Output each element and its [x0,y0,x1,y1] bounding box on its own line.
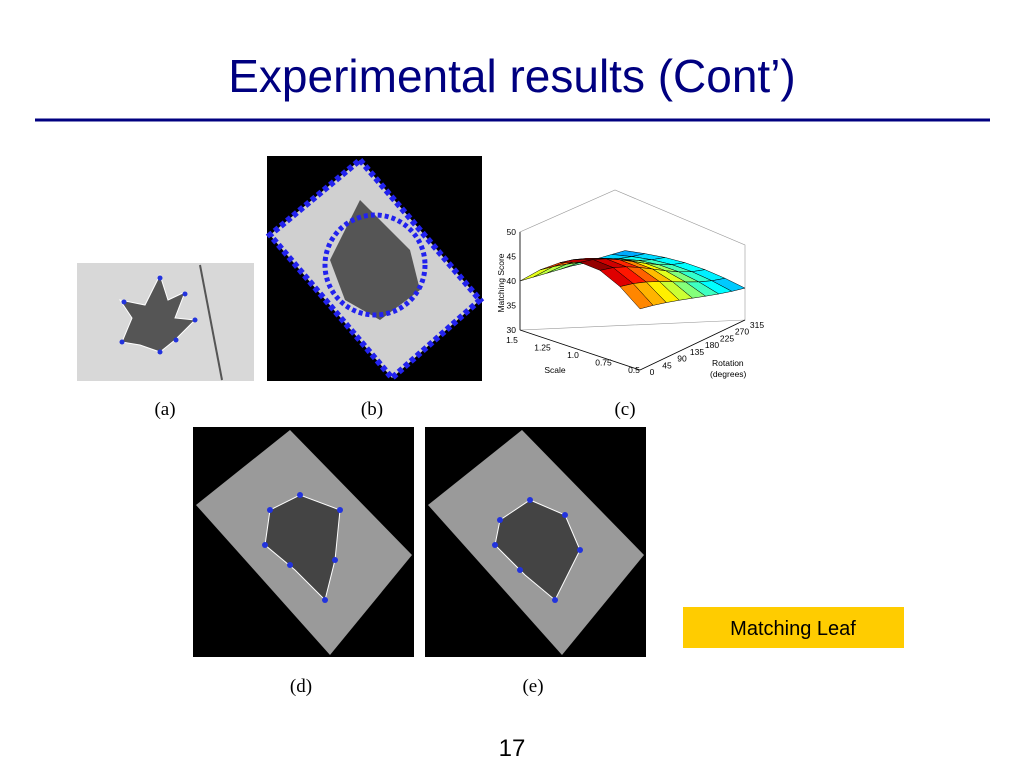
y-tick-label: 0 [650,367,655,377]
x-tick-label: 1.5 [506,335,518,345]
y-label: Rotation [712,358,744,368]
z-tick-label: 45 [507,252,517,262]
z-tick-label: 35 [507,301,517,311]
surface-patch [619,283,654,310]
badge: Matching Leaf [730,618,856,640]
caption: (a) [154,399,175,420]
image-e [425,427,646,657]
image-a [77,263,254,381]
caption: (e) [522,676,543,697]
x-tick-label: 1.0 [567,350,579,360]
x-tick-label: 0.5 [628,365,640,375]
y-tick-label: 270 [735,327,749,337]
y-tick-label: 45 [662,360,672,370]
image-d [193,427,414,657]
z-tick-label: 50 [507,227,517,237]
x-tick-label: 1.25 [534,343,551,353]
surface-patch [519,266,554,282]
surface-plot: Matching Score Scale Rotation (degrees) … [496,189,764,379]
z-tick-label: 40 [507,276,517,286]
image-b [265,155,485,383]
y-tick-label: 135 [690,347,704,357]
y-label: (degrees) [710,369,747,379]
x-label: Scale [544,365,566,375]
caption: (d) [290,676,312,697]
y-tick-label: 225 [720,333,734,343]
x-tick-label: 0.75 [595,358,612,368]
title: Experimental results (Cont’) [228,50,796,102]
y-tick-label: 315 [750,320,764,330]
y-tick-label: 180 [705,340,719,350]
z-tick-label: 30 [507,325,517,335]
y-tick-label: 90 [677,354,687,364]
caption: (c) [614,399,635,420]
z-label: Matching Score [496,253,506,312]
caption: (b) [361,399,383,420]
badge-box [683,607,904,648]
page-number: 17 [499,735,526,762]
